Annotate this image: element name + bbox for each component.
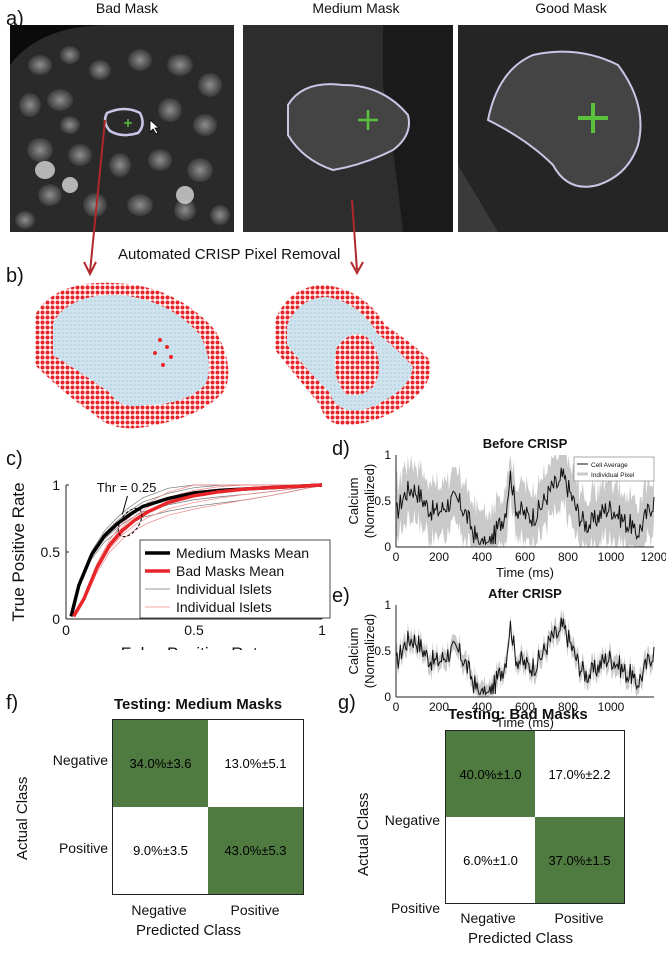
d-svg-x-tick-label: 400 (472, 550, 492, 564)
roc-legend-label: Individual Islets (176, 599, 272, 615)
e-svg-x-tick-label: 400 (472, 700, 492, 714)
after-crisp-chart: After CRISP 0 200 400 600 800 1000 0 0.5 1 Time (m… (346, 586, 655, 730)
roc-y-label: True Positive Rate (9, 482, 28, 621)
cm-g-title: Testing: Bad Masks (448, 706, 588, 723)
d-svg-y-label: Calcium (346, 478, 361, 525)
cm-f-xlabel: Predicted Class (136, 922, 242, 939)
bad-mask-title: Bad Mask (95, 0, 159, 16)
roc-x-tick-label: 0.5 (184, 622, 204, 638)
panel-letter-a: a) (6, 8, 24, 30)
e-svg-x-tick-label: 1000 (598, 700, 625, 714)
good-mask-image (458, 25, 668, 232)
cm-f-row-negative: Negative (52, 752, 108, 768)
cm-g-cell-tn: 40.0%±1.0 (446, 731, 535, 817)
panel-a-arrows (83, 119, 364, 277)
roc-legend-box (139, 539, 331, 619)
roc-legend-label: Bad Masks Mean (176, 563, 284, 579)
d-svg-x-tick-label: 1000 (598, 550, 625, 564)
cm-f-ylabel: Actual Class (14, 776, 31, 860)
roc-x-label: False Positive Rate (121, 644, 267, 650)
cm-g-row-negative: Negative (384, 812, 440, 828)
cm-g-col-negative: Negative (460, 910, 516, 926)
d-svg-x-label: Time (ms) (496, 565, 554, 580)
cm-g-cell-fp: 17.0%±2.2 (535, 731, 624, 817)
e-svg-y-tick-label: 0.5 (374, 644, 391, 658)
cm-f-col-positive: Positive (230, 902, 280, 918)
panel-letter-e: e) (332, 585, 350, 607)
roc-threshold-ellipse (117, 507, 143, 538)
roc-legend-label: Individual Islets (176, 581, 272, 597)
panel-letter-g: g) (338, 692, 356, 714)
roc-x-tick-label: 1 (318, 622, 326, 638)
panel-letter-f: f) (6, 692, 19, 714)
e-svg-cell-average-line (395, 617, 655, 696)
d-svg-cell-average-line (395, 467, 655, 546)
e-svg-y-tick-label: 0 (384, 690, 391, 704)
d-svg-y-tick-label: 0.5 (374, 494, 391, 508)
roc-y-tick-label: 0.5 (41, 544, 61, 560)
panel-letter-c: c) (6, 448, 23, 470)
cm-f-grid: 34.0%±3.6 13.0%±5.1 9.0%±3.5 43.0%±5.3 (112, 719, 304, 895)
cm-g-col-positive: Positive (554, 910, 604, 926)
e-svg-x-tick-label: 600 (515, 700, 535, 714)
d-svg-legend-label-avg: Cell Average (591, 462, 628, 469)
cm-g-row-positive: Positive (390, 900, 440, 916)
cm-f-col-negative: Negative (131, 902, 187, 918)
roc-chart: 0 0.5 1 0 0.5 1 False Positive Rate True Positi… (9, 477, 331, 650)
roc-y-tick-label: 1 (52, 477, 60, 493)
cm-f-title: Testing: Medium Masks (114, 696, 283, 713)
e-svg-pixel-band (396, 607, 654, 697)
cm-f-cell-tn: 34.0%±3.6 (113, 720, 208, 807)
e-svg-x-tick-label: 0 (393, 700, 400, 714)
roc-individual-islet-line (73, 484, 323, 618)
roc-individual-islet-line (73, 484, 322, 616)
cm-g-cell-fn: 6.0%±1.0 (446, 817, 535, 903)
cm-g-xlabel: Predicted Class (468, 930, 574, 947)
cm-f-cell-tp: 43.0%±5.3 (208, 807, 303, 894)
good-mask-title: Good Mask (535, 0, 607, 16)
medium-mask-title: Medium Mask (312, 0, 400, 16)
roc-bad-mean-line (72, 483, 323, 618)
d-svg-y-label-unit: (Normalized) (362, 464, 377, 538)
e-svg-x-tick-label: 800 (558, 700, 578, 714)
crisp-title: Automated CRISP Pixel Removal (118, 246, 341, 263)
cm-g-ylabel: Actual Class (355, 792, 372, 876)
roc-x-tick-label: 0 (62, 622, 70, 638)
d-svg-y-tick-label: 0 (384, 540, 391, 554)
crisp-pixel-masks (35, 282, 431, 429)
bad-mask-image (10, 25, 234, 232)
d-svg-x-tick-label: 800 (558, 550, 578, 564)
e-svg-x-tick-label: 200 (429, 700, 449, 714)
roc-threshold-label: Thr = 0.25 (97, 480, 157, 495)
cm-g-grid: 40.0%±1.0 17.0%±2.2 6.0%±1.0 37.0%±1.5 (445, 730, 625, 904)
e-svg-y-label-unit: (Normalized) (362, 614, 377, 688)
cm-g-cell-tp: 37.0%±1.5 (535, 817, 624, 903)
medium-mask-image (243, 25, 453, 232)
d-svg-x-tick-label: 600 (515, 550, 535, 564)
d-svg-x-tick-label: 1200 (641, 550, 666, 564)
before-crisp-chart: Before CRISP 0 200 400 600 800 1000 1200 0 0.5 1 Ti… (346, 436, 666, 580)
e-svg-x-label: Time (ms) (496, 715, 554, 730)
roc-threshold-pointer (121, 495, 128, 515)
d-svg-legend-box (573, 456, 655, 482)
d-svg-title: Before CRISP (483, 436, 568, 451)
e-svg-y-tick-label: 1 (384, 598, 391, 612)
d-svg-pixel-band (396, 455, 654, 547)
e-svg-title: After CRISP (488, 586, 562, 601)
roc-y-tick-label: 0 (52, 611, 60, 627)
panel-letter-b: b) (6, 265, 24, 287)
d-svg-x-tick-label: 200 (429, 550, 449, 564)
panel-letter-d: d) (332, 438, 350, 460)
e-svg-y-label: Calcium (346, 628, 361, 675)
d-svg-y-tick-label: 1 (384, 448, 391, 462)
cm-f-row-positive: Positive (58, 840, 108, 856)
cm-f-cell-fp: 13.0%±5.1 (208, 720, 303, 807)
cm-f-cell-fn: 9.0%±3.5 (113, 807, 208, 894)
d-svg-legend-label-pixel: Individual Pixel (591, 472, 635, 479)
roc-legend-label: Medium Masks Mean (176, 545, 309, 561)
d-svg-x-tick-label: 0 (393, 550, 400, 564)
